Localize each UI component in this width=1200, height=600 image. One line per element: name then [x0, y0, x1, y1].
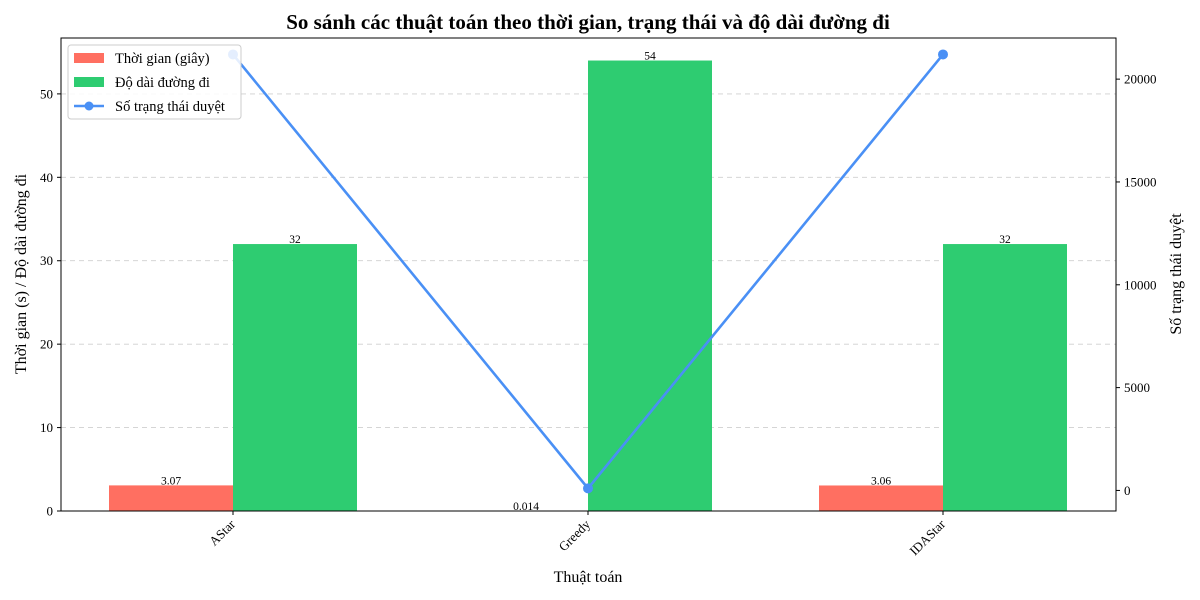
y-tick-label: 50 — [40, 86, 53, 101]
y-tick-label: 20 — [40, 337, 53, 352]
x-tick-label: AStar — [206, 516, 239, 549]
line-point — [583, 483, 593, 494]
y-right-tick-label: 0 — [1124, 483, 1131, 498]
bar-data-label: 3.06 — [871, 475, 891, 487]
legend-label: Độ dài đường đi — [115, 75, 210, 91]
legend-marker — [84, 101, 94, 111]
y-tick-label: 40 — [40, 170, 53, 185]
bar-data-label: 54 — [644, 51, 656, 63]
y-right-tick-label: 20000 — [1124, 72, 1157, 87]
legend-swatch — [74, 77, 104, 87]
bar-data-label: 0.014 — [513, 501, 539, 513]
y-tick-label: 0 — [47, 504, 54, 519]
x-axis-label: Thuật toán — [554, 569, 623, 586]
y-tick-label: 10 — [40, 420, 53, 435]
legend-label: Thời gian (giây) — [115, 51, 210, 67]
line-point — [938, 49, 948, 60]
y-right-tick-label: 15000 — [1124, 174, 1157, 189]
bar-data-label: 32 — [999, 234, 1011, 246]
legend-label: Số trạng thái duyệt — [115, 99, 225, 115]
bar-data-label: 3.07 — [161, 475, 181, 487]
legend-swatch — [74, 53, 104, 63]
chart-title: So sánh các thuật toán theo thời gian, t… — [286, 10, 890, 34]
bar — [819, 485, 943, 511]
y-axis-right-label: Số trạng thái duyệt — [1168, 213, 1185, 335]
bars: 3.07 0.014 3.06 32 54 32 — [109, 51, 1067, 513]
x-tick-label: Greedy — [555, 516, 593, 554]
legend: Thời gian (giây) Độ dài đường đi Số trạng … — [67, 44, 242, 120]
y-axis-label: Thời gian (s) / Độ dài đường đi — [13, 173, 30, 374]
bar — [233, 244, 357, 511]
y-right-tick-label: 5000 — [1124, 380, 1150, 395]
x-tick-label: IDAStar — [906, 516, 948, 558]
bar-data-label: 32 — [289, 234, 301, 246]
bar — [943, 244, 1067, 511]
y-right-tick-label: 10000 — [1124, 277, 1157, 292]
legend-box — [67, 44, 242, 120]
bar — [588, 60, 712, 512]
bar — [109, 485, 233, 511]
y-tick-label: 30 — [40, 253, 53, 268]
